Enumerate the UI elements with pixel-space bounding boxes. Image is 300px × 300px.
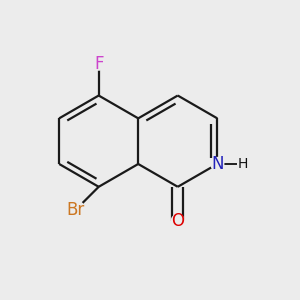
Circle shape bbox=[171, 214, 184, 227]
Circle shape bbox=[211, 158, 224, 170]
Text: N: N bbox=[211, 155, 224, 173]
Text: Br: Br bbox=[67, 201, 85, 219]
Text: F: F bbox=[94, 55, 104, 73]
Text: H: H bbox=[237, 157, 248, 171]
Circle shape bbox=[92, 57, 105, 70]
Circle shape bbox=[67, 201, 85, 218]
Circle shape bbox=[238, 159, 247, 169]
Text: O: O bbox=[171, 212, 184, 230]
